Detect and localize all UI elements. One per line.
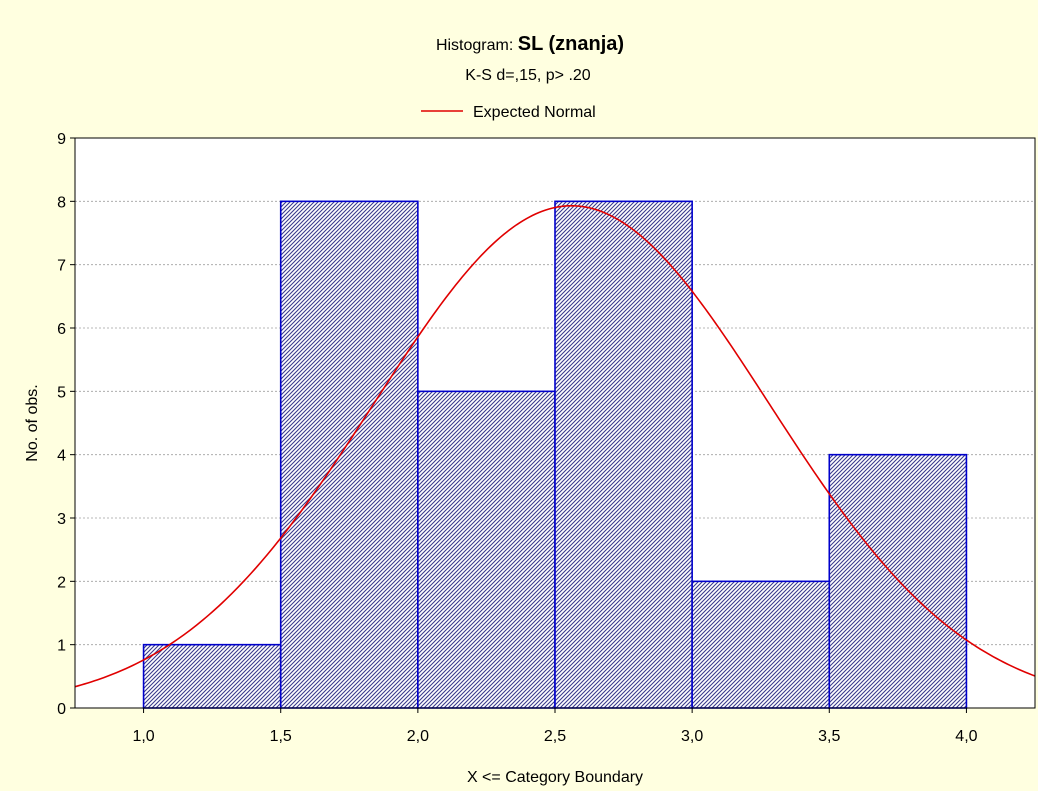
histogram-bar-3 bbox=[417, 390, 556, 709]
legend: Expected Normal bbox=[421, 104, 596, 121]
x-tick-label-1: 1,5 bbox=[270, 728, 292, 745]
x-tick-label-3: 2,5 bbox=[544, 728, 566, 745]
histogram-bar-6 bbox=[828, 453, 968, 709]
y-tick-label-7: 7 bbox=[57, 258, 66, 275]
y-tick-label-0: 0 bbox=[57, 701, 66, 718]
y-tick-label-6: 6 bbox=[57, 321, 66, 338]
y-tick-label-9: 9 bbox=[57, 131, 66, 148]
histogram-bar-1 bbox=[142, 643, 282, 709]
chart-title-main: SL (znanja) bbox=[518, 33, 624, 55]
y-tick-label-5: 5 bbox=[57, 384, 66, 401]
legend-label-expected-normal: Expected Normal bbox=[473, 104, 596, 121]
y-tick-label-3: 3 bbox=[57, 511, 66, 528]
x-axis-ticks: 1,0 1,5 2,0 2,5 3,0 3,5 4,0 bbox=[132, 708, 978, 745]
y-axis-ticks: 0 1 2 3 4 5 6 7 8 9 bbox=[57, 131, 75, 718]
y-tick-label-1: 1 bbox=[57, 638, 66, 655]
histogram-bar-4 bbox=[554, 200, 693, 709]
y-tick-label-4: 4 bbox=[57, 448, 66, 465]
x-axis-title: X <= Category Boundary bbox=[467, 769, 643, 786]
x-tick-label-5: 3,5 bbox=[818, 728, 840, 745]
histogram-bar-2 bbox=[279, 200, 419, 709]
expected-normal-curve bbox=[75, 204, 1035, 688]
y-axis-title: No. of obs. bbox=[24, 384, 41, 461]
x-tick-label-2: 2,0 bbox=[407, 728, 429, 745]
chart-title-prefix: Histogram: bbox=[436, 37, 518, 54]
y-tick-label-8: 8 bbox=[57, 194, 66, 211]
y-tick-label-2: 2 bbox=[57, 574, 66, 591]
x-tick-label-0: 1,0 bbox=[132, 728, 154, 745]
histogram-bars bbox=[142, 200, 968, 709]
chart-title: Histogram: SL (znanja) bbox=[436, 33, 624, 55]
x-tick-label-4: 3,0 bbox=[681, 728, 703, 745]
x-tick-label-6: 4,0 bbox=[955, 728, 977, 745]
chart-subtitle: K-S d=,15, p> .20 bbox=[465, 67, 591, 84]
histogram-bar-5 bbox=[691, 580, 831, 709]
